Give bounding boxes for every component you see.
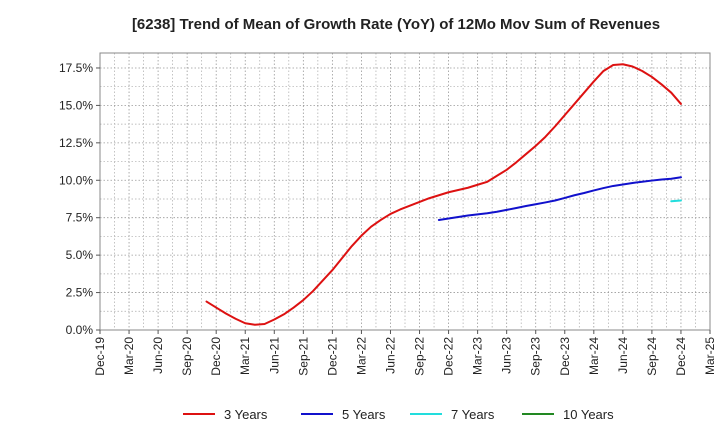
- x-tick-label: Sep-24: [645, 337, 659, 376]
- series-line-3-years: [205, 63, 682, 326]
- x-tick-label: Jun-22: [383, 337, 397, 374]
- series-line-5-years: [437, 176, 682, 221]
- series-line-7-years: [670, 199, 682, 203]
- y-tick-label: 5.0%: [66, 248, 94, 262]
- x-tick-label: Sep-23: [529, 337, 543, 376]
- x-tick-label: Mar-20: [122, 337, 136, 375]
- y-tick-label: 17.5%: [59, 61, 93, 75]
- x-tick-label: Mar-24: [587, 337, 601, 375]
- x-tick-label: Jun-21: [267, 337, 281, 374]
- legend-label: 7 Years: [451, 407, 495, 422]
- legend-label: 5 Years: [342, 407, 386, 422]
- y-tick-label: 0.0%: [66, 323, 94, 337]
- x-tick-label: Dec-20: [209, 337, 223, 376]
- x-tick-label: Jun-23: [500, 337, 514, 374]
- y-tick-label: 2.5%: [66, 286, 94, 300]
- y-tick-label: 12.5%: [59, 136, 93, 150]
- x-tick-label: Dec-24: [674, 337, 688, 376]
- plot-area: [99, 52, 711, 331]
- x-tick-label: Jun-20: [151, 337, 165, 374]
- x-tick-label: Sep-22: [413, 337, 427, 376]
- legend: 3 Years 5 Years 7 Years 10 Years: [183, 407, 614, 422]
- x-tick-label: Mar-25: [703, 337, 717, 375]
- x-tick-label: Mar-23: [471, 337, 485, 375]
- y-tick-label: 15.0%: [59, 98, 93, 112]
- y-tick-label: 7.5%: [66, 211, 94, 225]
- x-tick-label: Dec-21: [325, 337, 339, 376]
- x-axis: Dec-19 Mar-20 Jun-20 Sep-20 Dec-20 Mar-21 Jun-…: [93, 330, 717, 376]
- x-tick-label: Mar-22: [354, 337, 368, 375]
- chart-title: [6238] Trend of Mean of Growth Rate (YoY…: [132, 16, 660, 33]
- y-axis: 0.0% 2.5% 5.0% 7.5% 10.0% 12.5% 15.0% 17.5%: [59, 61, 100, 337]
- x-tick-label: Dec-23: [558, 337, 572, 376]
- x-tick-label: Sep-20: [180, 337, 194, 376]
- x-tick-label: Dec-22: [442, 337, 456, 376]
- y-tick-label: 10.0%: [59, 173, 93, 187]
- legend-label: 3 Years: [224, 407, 268, 422]
- x-tick-label: Mar-21: [238, 337, 252, 375]
- x-tick-label: Dec-19: [93, 337, 107, 376]
- grid: [100, 53, 710, 331]
- x-tick-label: Jun-24: [616, 337, 630, 374]
- series-group: [205, 63, 682, 326]
- legend-label: 10 Years: [563, 407, 614, 422]
- x-tick-label: Sep-21: [296, 337, 310, 376]
